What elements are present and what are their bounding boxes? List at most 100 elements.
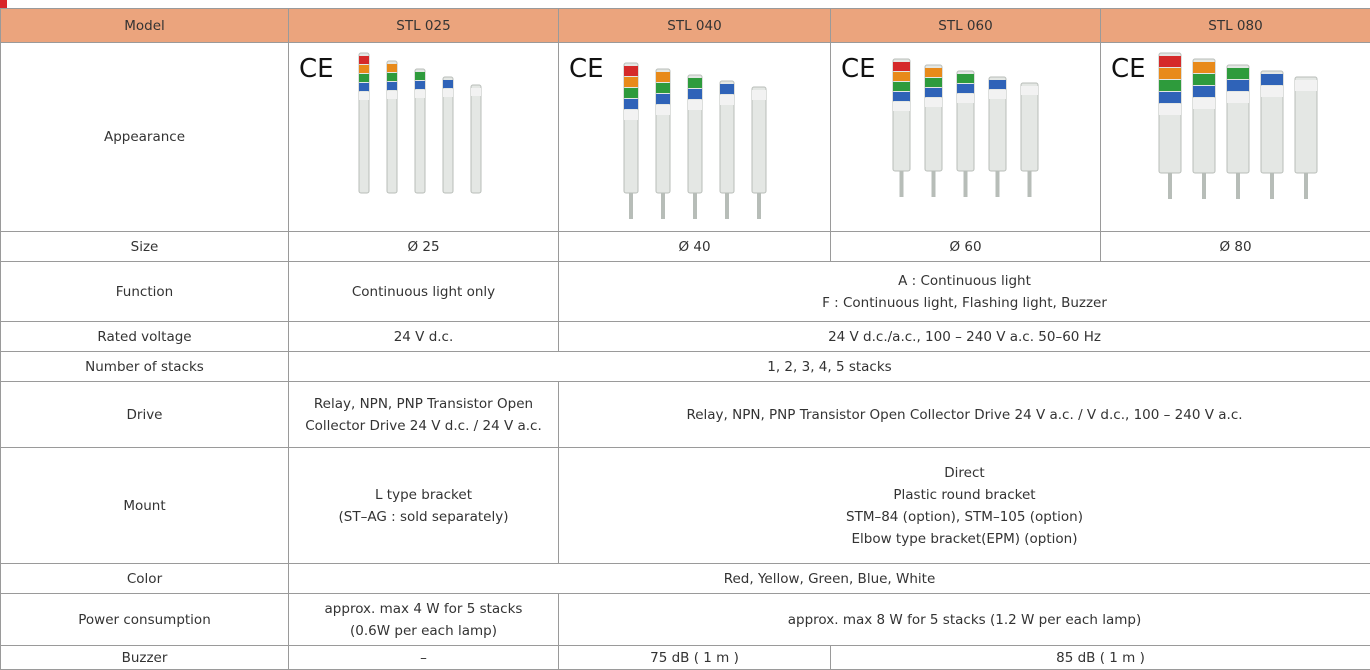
cell-line: Ø 25 [407,238,440,255]
ce-mark: CE [841,54,876,84]
spec-table: Model STL 025 STL 040 STL 060 STL 080 Appear… [0,8,1370,670]
row-label: Appearance [0,42,289,232]
table-row: Size Ø 25 Ø 40 Ø 60 Ø 80 [0,231,1370,262]
value-cell: A : Continuous light F : Continuous light… [558,261,1370,322]
table-row: Function Continuous light only A : Continu… [0,261,1370,322]
header-cell: STL 080 [1100,8,1370,43]
cell-line: 24 V d.c. [393,328,454,345]
table-row: Mount L type bracket (ST–AG : sold separat… [0,447,1370,564]
ce-mark: CE [1111,54,1146,84]
cell-line: – [420,649,427,666]
value-cell: – [288,645,559,670]
header-cell: STL 060 [830,8,1101,43]
tower [687,74,703,219]
value-cell: CE [1100,42,1370,232]
value-cell: CE [830,42,1101,232]
cell-line: Direct [944,464,985,481]
cell-line: L type bracket [374,486,472,503]
value-cell: Ø 60 [830,231,1101,262]
cell-line: Red, Yellow, Green, Blue, White [723,570,936,587]
tower [414,68,426,194]
tower [1158,52,1182,199]
ce-mark: CE [569,54,604,84]
tower [892,58,911,197]
tower [988,76,1007,197]
tower [655,68,671,219]
cell-line: Relay, NPN, PNP Transistor Open [313,395,534,412]
value-cell: Ø 80 [1100,231,1370,262]
header-cell: Model [0,8,289,43]
cell-line: 24 V d.c./a.c., 100 – 240 V a.c. 50–60 H… [828,328,1101,345]
tower [358,52,370,194]
value-cell: Red, Yellow, Green, Blue, White [288,563,1370,594]
tower [623,62,639,219]
appearance-image: CE [841,54,1039,197]
tower [1226,64,1250,199]
appearance-image: CE [569,54,767,219]
cell-line: Ø 60 [949,238,982,255]
cell-line: Elbow type bracket(EPM) (option) [851,530,1078,547]
cell-line: approx. max 8 W for 5 stacks (1.2 W per … [787,611,1142,628]
table-row: Number of stacks 1, 2, 3, 4, 5 stacks [0,351,1370,382]
row-label: Color [0,563,289,594]
value-cell: Direct Plastic round bracket STM–84 (optio… [558,447,1370,564]
cell-line: (ST–AG : sold separately) [338,508,509,525]
corner-mark [0,0,7,8]
cell-line: F : Continuous light, Flashing light, Bu… [822,294,1107,311]
cell-line: Ø 80 [1219,238,1252,255]
value-cell: Relay, NPN, PNP Transistor Open Collector… [288,381,559,448]
value-cell: Relay, NPN, PNP Transistor Open Collecto… [558,381,1370,448]
value-cell: 24 V d.c./a.c., 100 – 240 V a.c. 50–60 H… [558,321,1370,352]
tower [956,70,975,197]
tower [751,86,767,219]
cell-line: STM–84 (option), STM–105 (option) [846,508,1083,525]
row-label: Function [0,261,289,322]
cell-line: 75 dB ( 1 m ) [650,649,739,666]
cell-line: Relay, NPN, PNP Transistor Open Collecto… [686,406,1243,423]
cell-line: Ø 40 [678,238,711,255]
cell-line: (0.6W per each lamp) [350,622,497,639]
row-label: Number of stacks [0,351,289,382]
cell-line: 1, 2, 3, 4, 5 stacks [767,358,892,375]
tower [470,84,482,194]
appearance-image: CE [299,52,482,194]
tower [924,64,943,197]
cell-line: 85 dB ( 1 m ) [1056,649,1145,666]
tower [442,76,454,194]
cell-line: Collector Drive 24 V d.c. / 24 V a.c. [305,417,542,434]
row-label: Power consumption [0,593,289,646]
ce-mark: CE [299,54,334,84]
tower [719,80,735,219]
cell-line: Continuous light only [351,283,496,300]
cell-line: approx. max 4 W for 5 stacks [324,600,523,617]
table-body: Appearance CE CE CE CE Size Ø 25 Ø 40 Ø 60 Ø 80 Fu… [0,42,1370,670]
table-row: Appearance CE CE CE CE [0,42,1370,232]
cell-line: A : Continuous light [898,272,1031,289]
value-cell: CE [558,42,831,232]
value-cell: Ø 40 [558,231,831,262]
header-cell: STL 040 [558,8,831,43]
appearance-image: CE [1111,52,1318,199]
value-cell: 75 dB ( 1 m ) [558,645,831,670]
row-label: Mount [0,447,289,564]
table-row: Power consumption approx. max 4 W for 5 s… [0,593,1370,646]
table-row: Color Red, Yellow, Green, Blue, White [0,563,1370,594]
table-row: Rated voltage 24 V d.c. 24 V d.c./a.c., 10… [0,321,1370,352]
value-cell: approx. max 4 W for 5 stacks (0.6W per ea… [288,593,559,646]
tower [1192,58,1216,199]
tower [1260,70,1284,199]
tower [1294,76,1318,199]
value-cell: CE [288,42,559,232]
value-cell: 1, 2, 3, 4, 5 stacks [288,351,1370,382]
value-cell: 24 V d.c. [288,321,559,352]
value-cell: Ø 25 [288,231,559,262]
table-row: Buzzer – 75 dB ( 1 m ) 85 dB ( 1 m ) [0,645,1370,670]
row-label: Rated voltage [0,321,289,352]
tower [1020,82,1039,197]
row-label: Drive [0,381,289,448]
cell-line: Plastic round bracket [893,486,1036,503]
header-row: Model STL 025 STL 040 STL 060 STL 080 [0,8,1370,43]
value-cell: Continuous light only [288,261,559,322]
tower [386,60,398,194]
